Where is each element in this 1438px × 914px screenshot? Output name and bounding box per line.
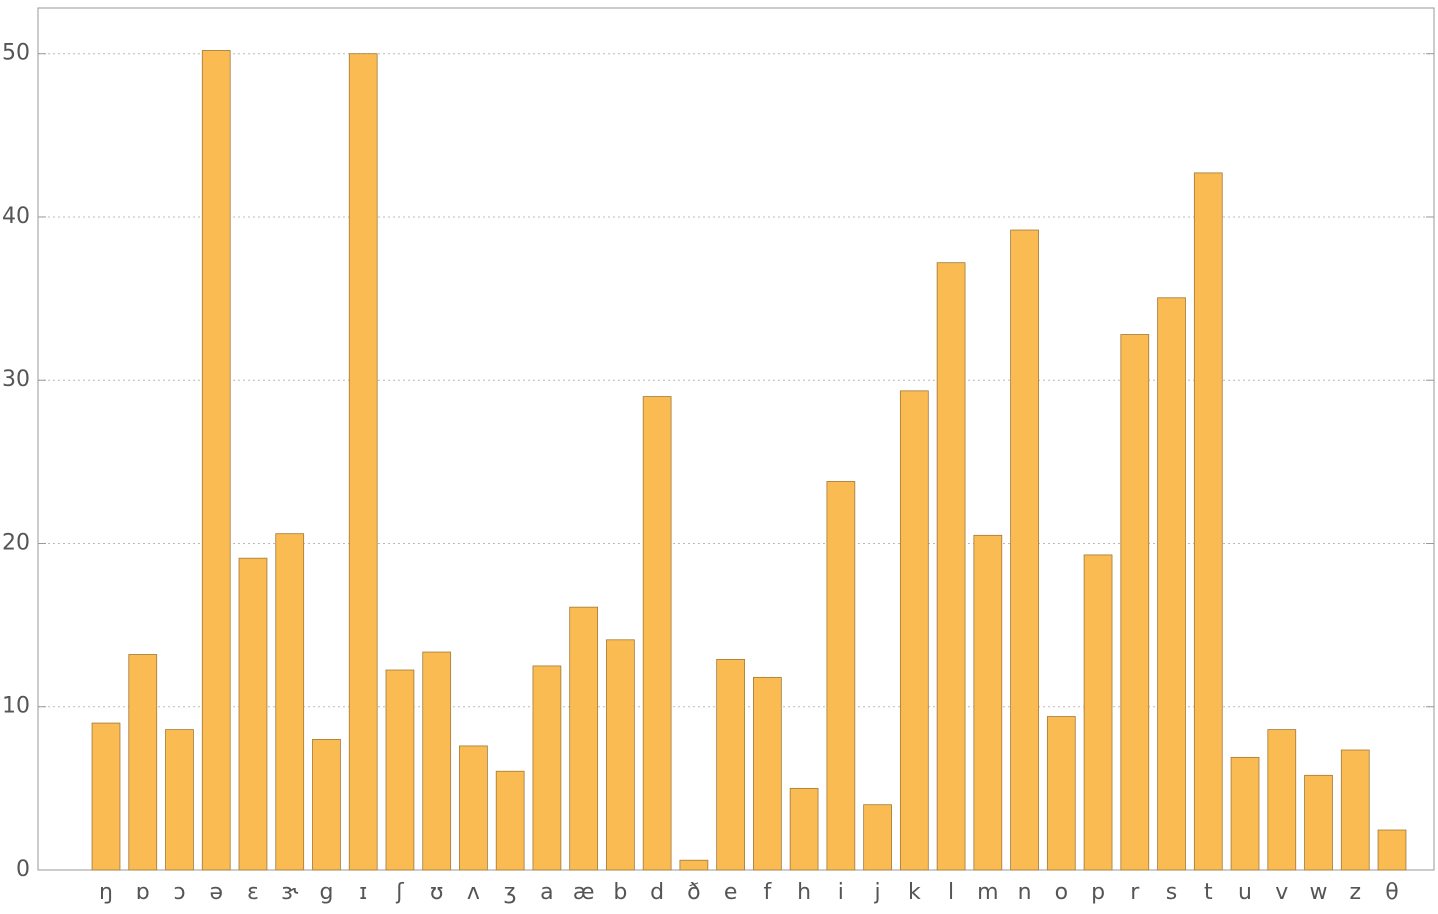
x-tick-label: s — [1166, 880, 1177, 905]
bar — [863, 804, 892, 871]
y-tick-label: 40 — [2, 204, 30, 229]
bar — [753, 676, 782, 871]
x-tick-label: ð — [687, 880, 700, 905]
x-tick-label: æ — [573, 880, 595, 905]
bar — [1340, 749, 1370, 871]
bar — [789, 787, 819, 871]
bar — [1046, 716, 1076, 871]
x-tick-label: ŋ — [99, 880, 113, 905]
x-tick-label: ɝ — [281, 880, 298, 905]
bar — [679, 859, 709, 871]
bar — [201, 50, 231, 871]
x-tick-label: d — [650, 880, 664, 905]
x-tick-label: ʒ — [504, 880, 517, 905]
bar — [312, 738, 341, 871]
bar — [716, 658, 745, 871]
bar — [532, 665, 562, 871]
x-tick-label: ʌ — [467, 880, 480, 905]
bar — [1193, 172, 1223, 871]
x-tick-label: r — [1130, 880, 1140, 905]
bar — [128, 654, 158, 871]
y-tick-label: 0 — [16, 857, 30, 882]
x-tick-label: m — [977, 880, 998, 905]
x-tick-label: a — [540, 880, 553, 905]
x-tick-label: f — [763, 880, 772, 905]
y-tick-label: 20 — [2, 530, 30, 555]
x-tick-label: u — [1238, 880, 1252, 905]
bar — [348, 53, 378, 871]
bar — [826, 481, 856, 871]
x-tick-label: e — [724, 880, 738, 905]
bar — [385, 669, 415, 871]
bar — [899, 390, 929, 871]
x-tick-label: ɔ — [173, 880, 185, 905]
y-tick-label: 50 — [2, 41, 30, 66]
bar — [1304, 774, 1333, 871]
x-tick-label: l — [948, 880, 954, 905]
bar — [422, 651, 452, 871]
x-tick-label: g — [319, 880, 333, 905]
bar — [495, 770, 525, 871]
bar — [606, 639, 635, 871]
x-tick-label: k — [908, 880, 921, 905]
bar — [1230, 756, 1260, 871]
x-tick-label: o — [1055, 880, 1068, 905]
x-tick-label: θ — [1385, 880, 1398, 905]
bar — [1157, 297, 1186, 871]
x-tick-label: j — [874, 880, 881, 905]
x-tick-label: ɪ — [359, 880, 367, 905]
x-tick-label: z — [1349, 880, 1361, 905]
bar — [1377, 829, 1407, 871]
bar — [459, 745, 488, 871]
bar — [165, 729, 194, 871]
x-tick-label: ə — [209, 880, 223, 905]
bar — [1267, 729, 1297, 871]
x-tick-label: n — [1018, 880, 1032, 905]
bar — [1120, 334, 1150, 871]
x-tick-label: b — [613, 880, 627, 905]
bar — [91, 722, 121, 871]
x-tick-label: ɒ — [136, 880, 150, 905]
bar — [275, 533, 305, 871]
x-tick-label: h — [797, 880, 811, 905]
y-tick-label: 10 — [2, 694, 30, 719]
bar — [936, 262, 966, 871]
x-tick-label: ʃ — [395, 880, 404, 905]
bar — [1083, 554, 1113, 871]
x-tick-label: ʊ — [430, 880, 444, 905]
x-tick-label: v — [1275, 880, 1288, 905]
x-tick-label: i — [838, 880, 844, 905]
bar — [238, 557, 268, 871]
bar — [1010, 229, 1039, 871]
bar — [973, 534, 1003, 871]
y-tick-label: 30 — [2, 367, 30, 392]
x-tick-label: p — [1091, 880, 1105, 905]
x-tick-label: w — [1310, 880, 1328, 905]
x-tick-label: t — [1204, 880, 1213, 905]
x-tick-label: ɛ — [247, 880, 259, 905]
bar — [569, 606, 599, 871]
bar — [642, 396, 672, 871]
